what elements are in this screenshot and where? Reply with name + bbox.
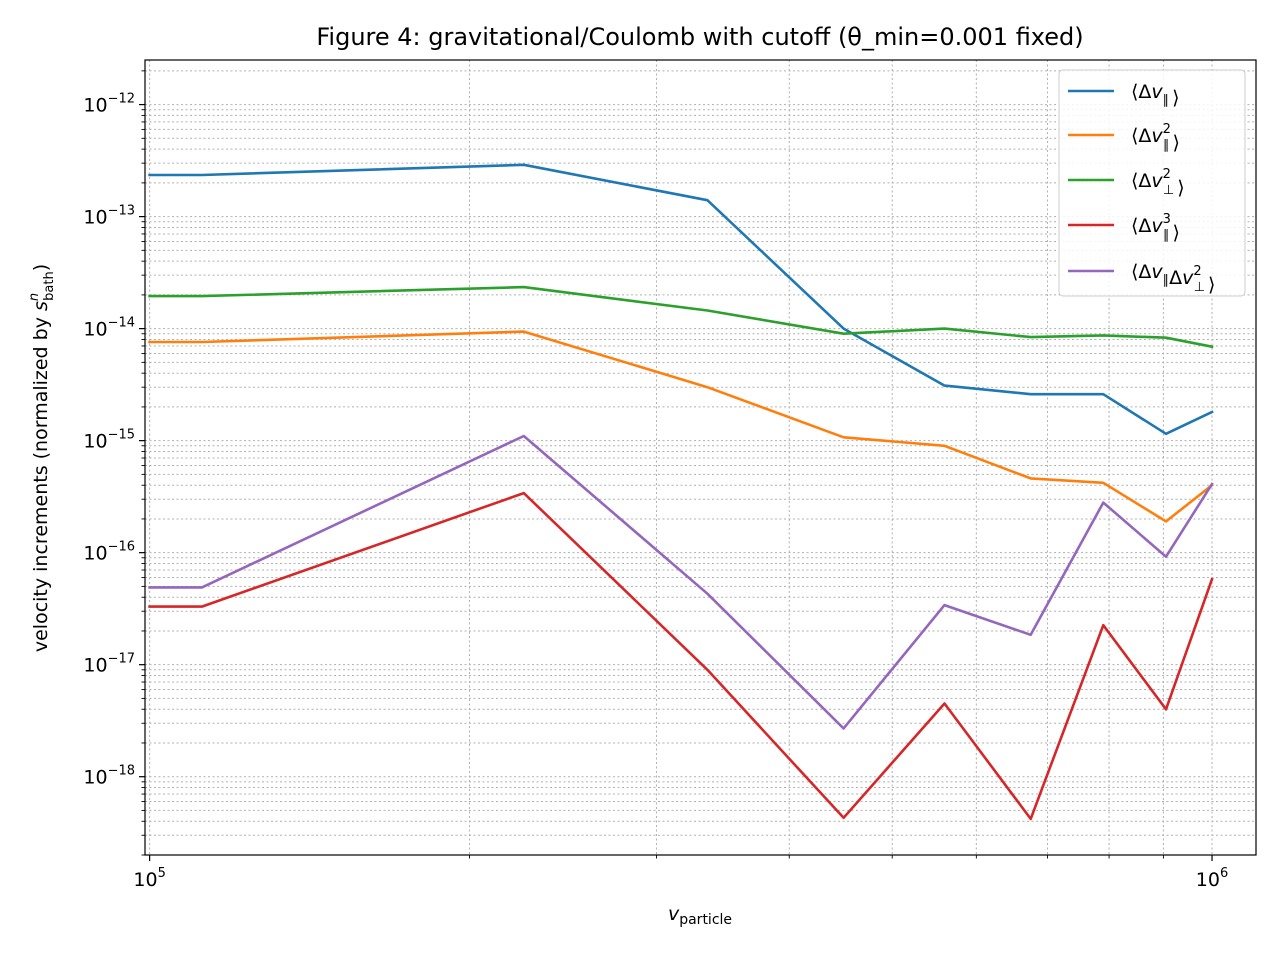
y-tick-label: 10−18: [83, 764, 135, 789]
ticks-layer: [139, 70, 1213, 861]
x-tick-label: 105: [133, 866, 165, 891]
y-tick-label: 10−13: [83, 204, 135, 229]
legend-label-2: ⟨Δv2 ∥ ⟩: [1131, 122, 1180, 154]
legend-items: ⟨Δv∥ ⟩ ⟨Δv2 ∥ ⟩ ⟨Δv2 ⊥ ⟩ ⟨Δv3 ∥ ⟩ ⟨Δv∥Δv2 ⊥ ⟩: [1068, 81, 1215, 296]
legend-label-4: ⟨Δv3 ∥ ⟩: [1131, 212, 1180, 244]
series-layer: [148, 163, 1214, 821]
series-line-3: [148, 285, 1214, 349]
chart-title: Figure 4: gravitational/Coulomb with cut…: [316, 23, 1083, 51]
major-grid: [145, 60, 1256, 855]
y-tick-label: 10−14: [83, 316, 135, 341]
y-tick-label: 10−12: [83, 92, 135, 117]
legend-box: [1058, 69, 1246, 297]
x-axis-label: vparticle: [668, 903, 732, 928]
y-axis-label-sup: n: [27, 293, 42, 301]
y-axis-label-close: ): [30, 264, 52, 271]
y-axis-label-s: s: [30, 301, 52, 311]
series-line-4: [148, 491, 1214, 821]
y-axis-label-sub: bath: [42, 271, 57, 301]
x-axis-label-sub: particle: [679, 912, 732, 928]
x-axis-label-main: v: [668, 903, 680, 925]
legend-label-3: ⟨Δv2 ⊥ ⟩: [1131, 167, 1185, 199]
series-line-5: [148, 434, 1214, 730]
y-tick-label: 10−15: [83, 428, 135, 453]
y-axis-label: velocity increments (normalized by snbat…: [27, 264, 57, 652]
legend: ⟨Δv∥ ⟩ ⟨Δv2 ∥ ⟩ ⟨Δv2 ⊥ ⟩ ⟨Δv3 ∥ ⟩ ⟨Δv∥Δv2 ⊥ ⟩: [1058, 69, 1246, 297]
y-tick-label: 10−17: [83, 652, 135, 677]
tick-labels: 10−18 10−17 10−16 10−15 10−14 10−13 10−12 105 10…: [83, 92, 1228, 891]
axes-frame: [144, 59, 1257, 856]
legend-label-1: ⟨Δv∥ ⟩: [1131, 81, 1180, 109]
minor-grid: [145, 60, 1256, 856]
x-tick-label: 106: [1196, 866, 1228, 891]
series-line-1: [148, 163, 1214, 436]
y-tick-label: 10−16: [83, 540, 135, 565]
series-line-2: [148, 330, 1214, 523]
legend-label-5: ⟨Δv∥Δv2 ⊥ ⟩: [1131, 261, 1215, 296]
y-axis-label-main: velocity increments (normalized by: [30, 311, 52, 652]
